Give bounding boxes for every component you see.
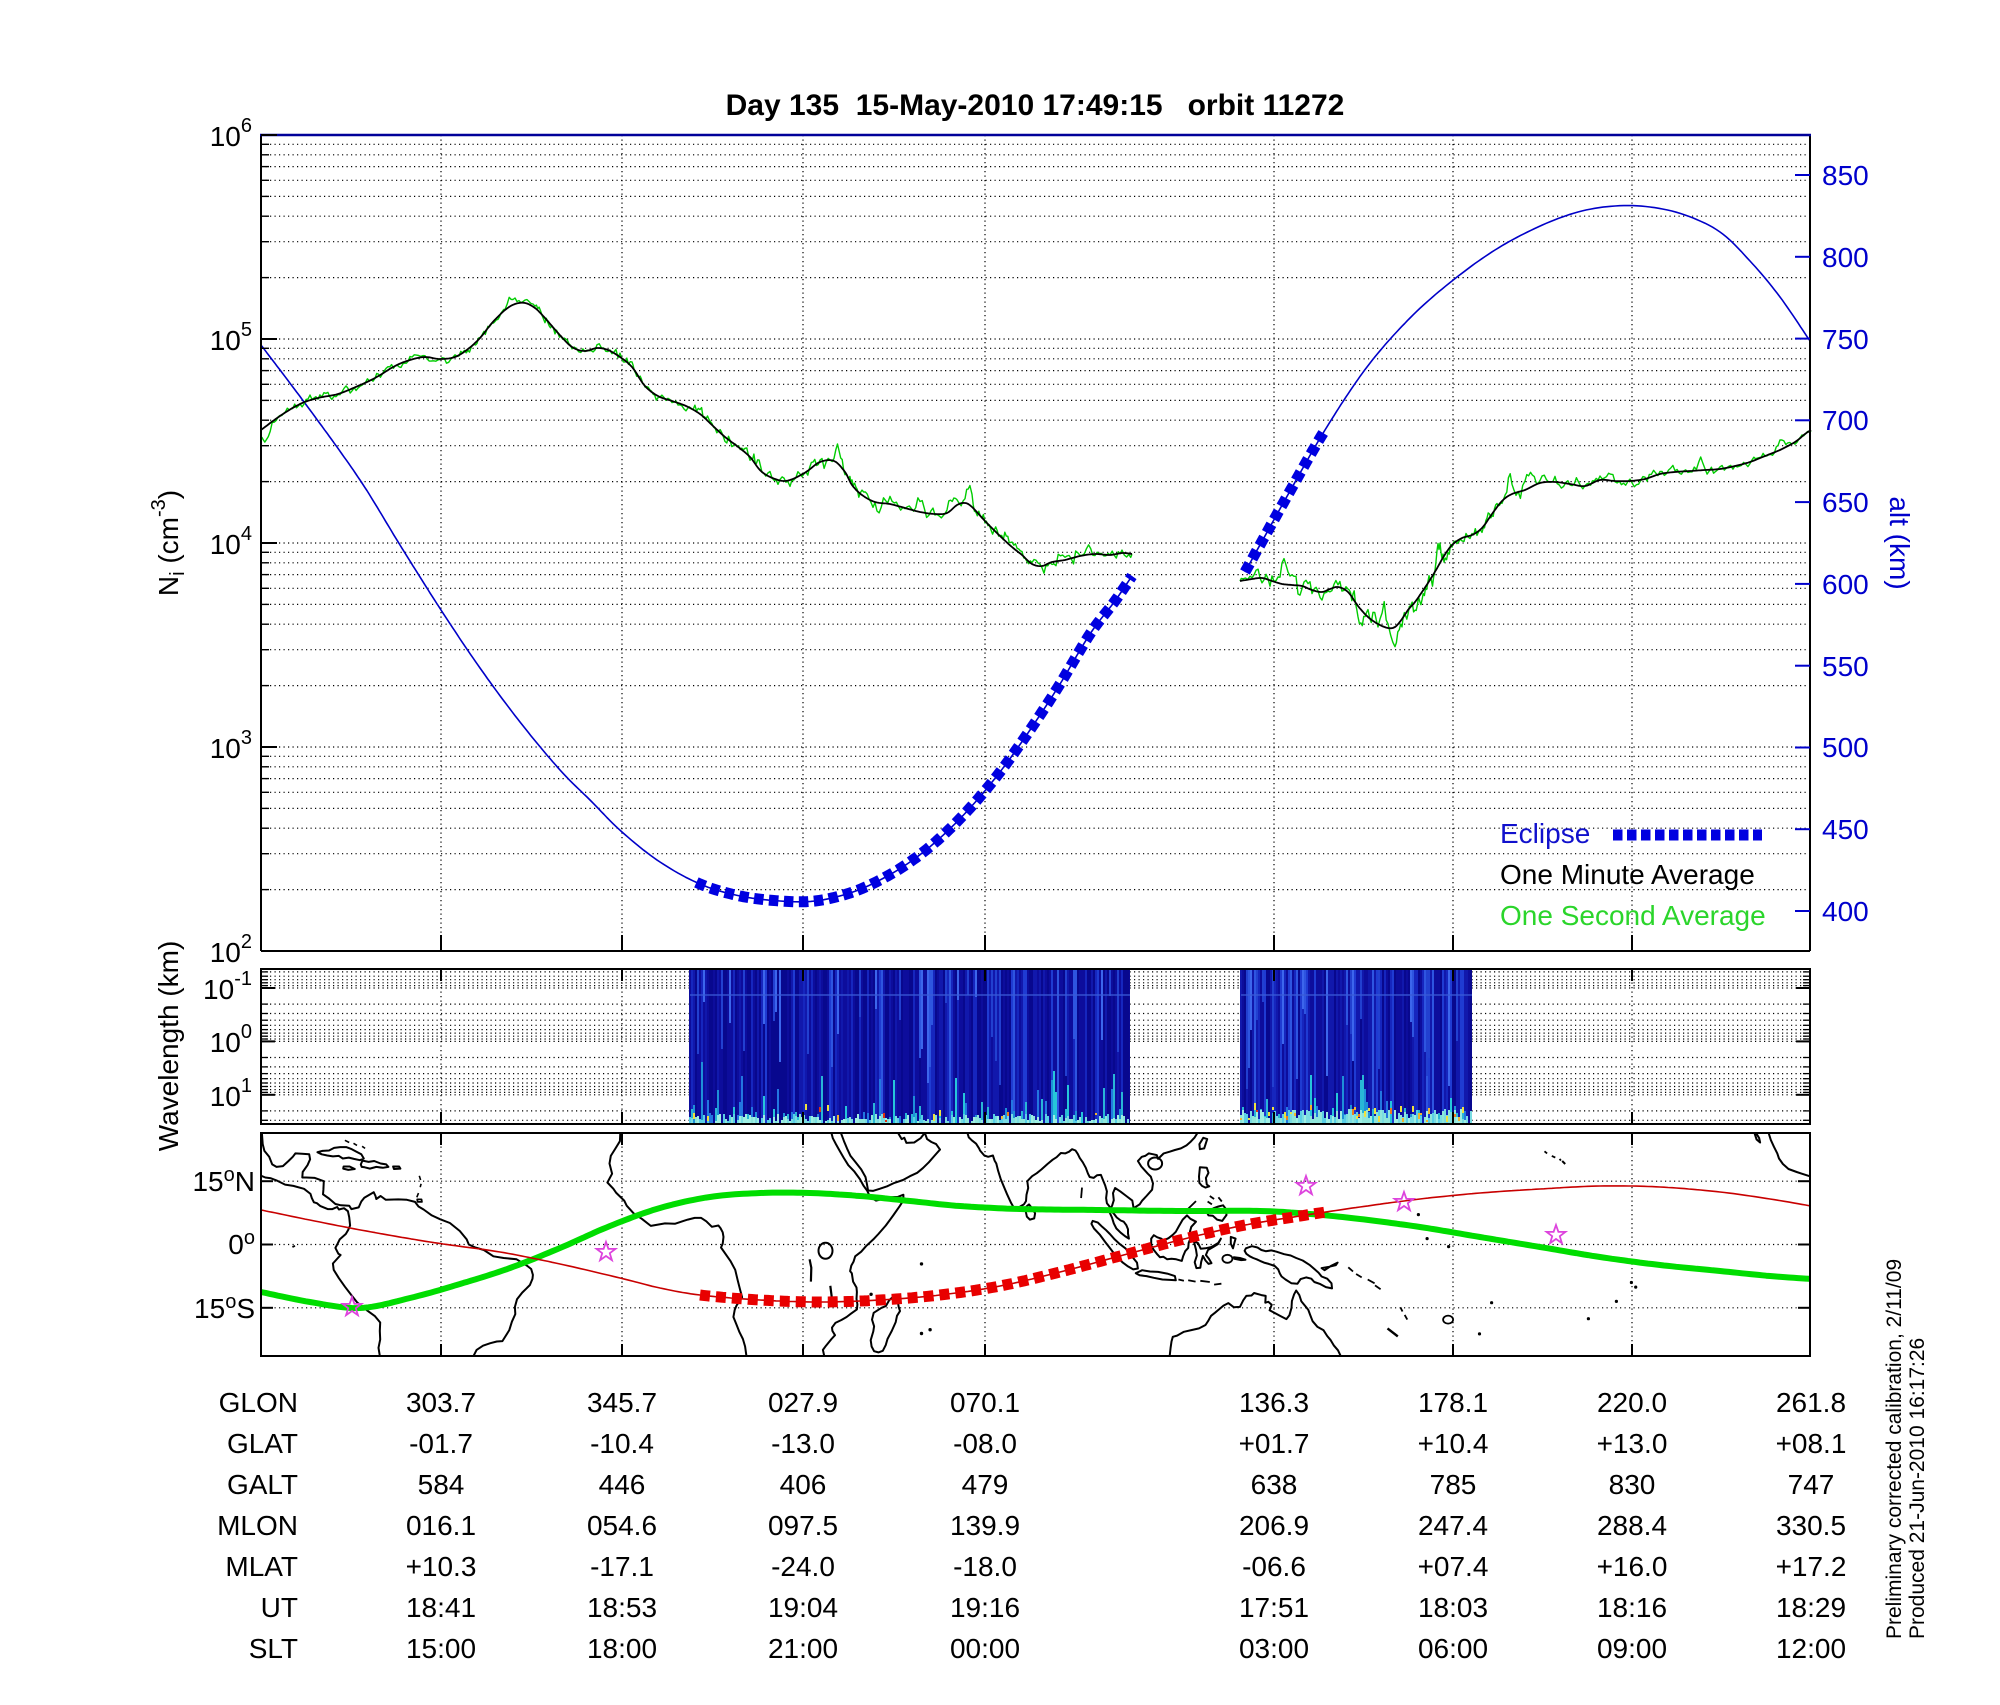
svg-text:054.6: 054.6 [587, 1510, 657, 1541]
svg-text:19:04: 19:04 [768, 1592, 838, 1623]
svg-text:136.3: 136.3 [1239, 1387, 1309, 1418]
svg-text:MLAT: MLAT [225, 1551, 298, 1582]
svg-text:247.4: 247.4 [1418, 1510, 1488, 1541]
svg-text:Preliminary corrected calibrat: Preliminary corrected calibration, 2/11/… [1883, 1259, 1906, 1639]
svg-text:One Minute Average: One Minute Average [1500, 859, 1755, 890]
svg-text:0o: 0o [228, 1227, 255, 1260]
svg-text:18:41: 18:41 [406, 1592, 476, 1623]
svg-text:027.9: 027.9 [768, 1387, 838, 1418]
svg-text:-10.4: -10.4 [590, 1428, 654, 1459]
svg-text:406: 406 [780, 1469, 827, 1500]
svg-text:+13.0: +13.0 [1597, 1428, 1668, 1459]
svg-text:Day 135 15-May-2010 17:49:15: Day 135 15-May-2010 17:49:15 orbit 11272 [726, 89, 1345, 122]
svg-text:206.9: 206.9 [1239, 1510, 1309, 1541]
svg-text:Wavelength (km): Wavelength (km) [153, 941, 184, 1152]
svg-text:479: 479 [962, 1469, 1009, 1500]
svg-text:097.5: 097.5 [768, 1510, 838, 1541]
svg-text:261.8: 261.8 [1776, 1387, 1846, 1418]
svg-text:+16.0: +16.0 [1597, 1551, 1668, 1582]
svg-text:GLON: GLON [219, 1387, 298, 1418]
svg-text:178.1: 178.1 [1418, 1387, 1488, 1418]
svg-text:-06.6: -06.6 [1242, 1551, 1306, 1582]
svg-text:18:53: 18:53 [587, 1592, 657, 1623]
svg-text:+01.7: +01.7 [1239, 1428, 1310, 1459]
svg-text:700: 700 [1822, 405, 1869, 436]
svg-text:15:00: 15:00 [406, 1633, 476, 1664]
svg-text:-01.7: -01.7 [409, 1428, 473, 1459]
svg-text:-24.0: -24.0 [771, 1551, 835, 1582]
svg-text:+10.3: +10.3 [406, 1551, 477, 1582]
svg-text:19:16: 19:16 [950, 1592, 1020, 1623]
svg-text:15oS: 15oS [194, 1291, 255, 1324]
svg-text:+17.2: +17.2 [1776, 1551, 1847, 1582]
svg-text:-13.0: -13.0 [771, 1428, 835, 1459]
svg-text:650: 650 [1822, 487, 1869, 518]
svg-text:12:00: 12:00 [1776, 1633, 1846, 1664]
svg-text:584: 584 [418, 1469, 465, 1500]
svg-text:750: 750 [1822, 324, 1869, 355]
svg-text:-18.0: -18.0 [953, 1551, 1017, 1582]
svg-text:600: 600 [1822, 569, 1869, 600]
svg-text:400: 400 [1822, 896, 1869, 927]
svg-text:18:00: 18:00 [587, 1633, 657, 1664]
svg-text:785: 785 [1430, 1469, 1477, 1500]
svg-text:18:03: 18:03 [1418, 1592, 1488, 1623]
svg-text:330.5: 330.5 [1776, 1510, 1846, 1541]
svg-text:139.9: 139.9 [950, 1510, 1020, 1541]
svg-text:345.7: 345.7 [587, 1387, 657, 1418]
svg-text:830: 830 [1609, 1469, 1656, 1500]
svg-text:016.1: 016.1 [406, 1510, 476, 1541]
svg-text:17:51: 17:51 [1239, 1592, 1309, 1623]
svg-text:GALT: GALT [227, 1469, 298, 1500]
svg-text:21:00: 21:00 [768, 1633, 838, 1664]
svg-text:638: 638 [1251, 1469, 1298, 1500]
svg-text:Ni (cm-3): Ni (cm-3) [148, 490, 189, 596]
svg-text:Eclipse: Eclipse [1500, 818, 1590, 849]
svg-text:18:29: 18:29 [1776, 1592, 1846, 1623]
svg-text:446: 446 [599, 1469, 646, 1500]
svg-text:+07.4: +07.4 [1418, 1551, 1489, 1582]
svg-text:06:00: 06:00 [1418, 1633, 1488, 1664]
svg-text:303.7: 303.7 [406, 1387, 476, 1418]
svg-text:09:00: 09:00 [1597, 1633, 1667, 1664]
svg-text:450: 450 [1822, 814, 1869, 845]
svg-text:UT: UT [261, 1592, 298, 1623]
svg-text:18:16: 18:16 [1597, 1592, 1667, 1623]
svg-text:070.1: 070.1 [950, 1387, 1020, 1418]
svg-text:220.0: 220.0 [1597, 1387, 1667, 1418]
svg-text:03:00: 03:00 [1239, 1633, 1309, 1664]
svg-text:550: 550 [1822, 651, 1869, 682]
svg-text:288.4: 288.4 [1597, 1510, 1667, 1541]
svg-text:-08.0: -08.0 [953, 1428, 1017, 1459]
svg-text:Produced 21-Jun-2010 16:17:26: Produced 21-Jun-2010 16:17:26 [1906, 1338, 1929, 1639]
svg-text:800: 800 [1822, 242, 1869, 273]
svg-text:MLON: MLON [217, 1510, 298, 1541]
svg-text:+10.4: +10.4 [1418, 1428, 1489, 1459]
svg-text:SLT: SLT [249, 1633, 298, 1664]
svg-text:+08.1: +08.1 [1776, 1428, 1847, 1459]
svg-text:00:00: 00:00 [950, 1633, 1020, 1664]
svg-text:747: 747 [1788, 1469, 1835, 1500]
svg-text:850: 850 [1822, 160, 1869, 191]
svg-text:500: 500 [1822, 732, 1869, 763]
svg-text:One Second Average: One Second Average [1500, 900, 1766, 931]
svg-text:alt (km): alt (km) [1884, 496, 1915, 589]
svg-text:-17.1: -17.1 [590, 1551, 654, 1582]
svg-text:GLAT: GLAT [227, 1428, 298, 1459]
